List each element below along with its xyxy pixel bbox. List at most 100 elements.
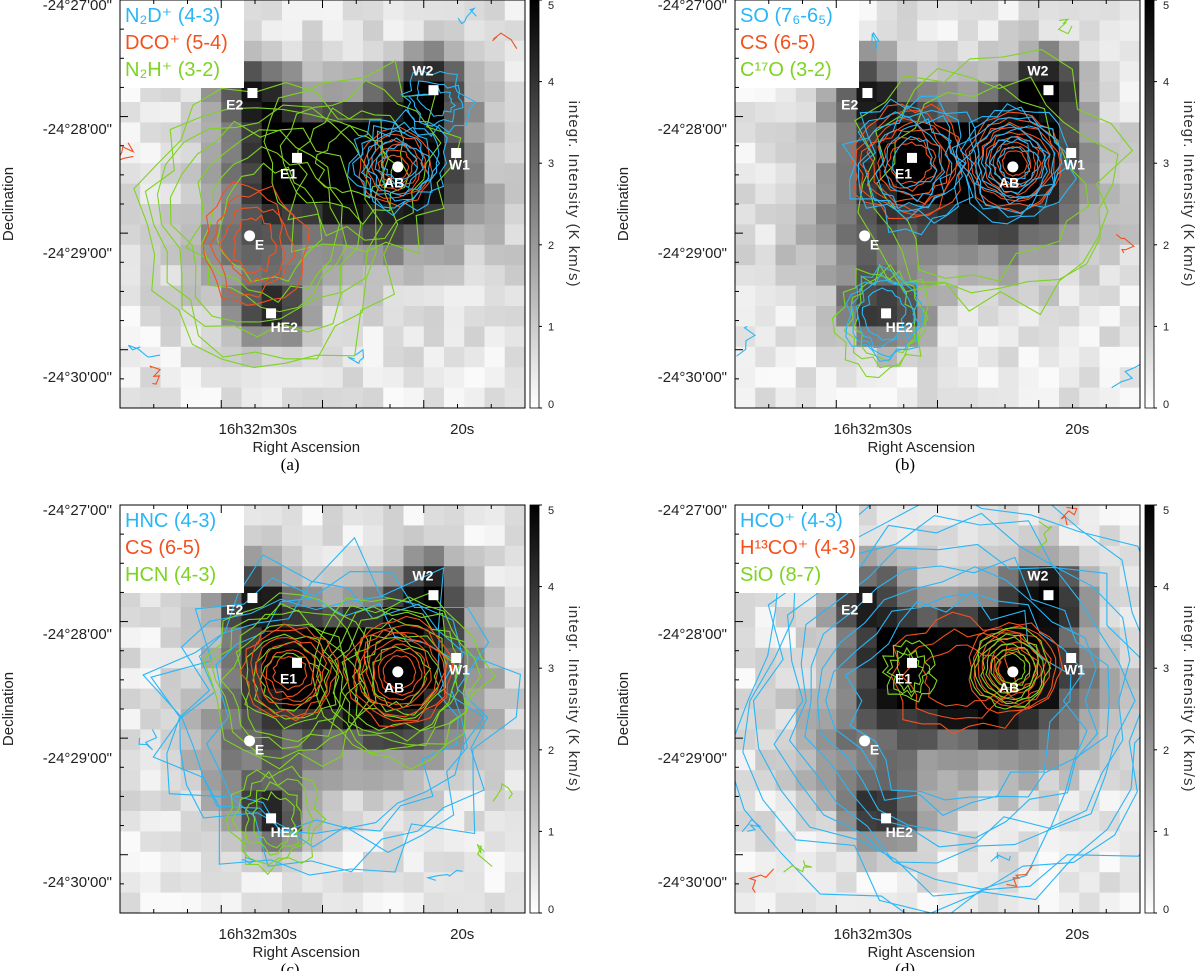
map-pixel <box>444 811 465 832</box>
map-pixel <box>1099 770 1121 792</box>
map-pixel <box>957 367 979 389</box>
map-pixel <box>241 367 263 389</box>
map-pixel <box>444 61 465 83</box>
map-pixel <box>1059 607 1080 628</box>
map-pixel <box>201 709 222 730</box>
contour-fragment <box>1006 865 1033 888</box>
source-marker <box>428 590 439 601</box>
map-pixel <box>755 647 776 669</box>
map-pixel <box>735 265 756 287</box>
map-pixel <box>775 142 797 164</box>
map-pixel <box>180 326 202 348</box>
colorbar-tick-label: 4 <box>548 77 554 89</box>
map-pixel <box>160 647 182 669</box>
x-axis-label: Right Ascension <box>868 439 976 456</box>
map-pixel <box>140 122 161 144</box>
map-pixel <box>322 545 344 567</box>
map-pixel <box>241 872 263 894</box>
map-pixel <box>1119 566 1140 588</box>
map-pixel <box>322 163 344 185</box>
colorbar-tick-label: 3 <box>1163 158 1169 170</box>
map-pixel <box>322 688 344 710</box>
map-pixel <box>363 367 384 389</box>
source-label: E1 <box>895 165 912 181</box>
map-pixel <box>897 709 918 730</box>
map-pixel <box>917 811 938 832</box>
map-pixel <box>1119 545 1140 567</box>
map-pixel <box>120 668 141 690</box>
source-label: W1 <box>449 662 470 678</box>
map-pixel <box>383 851 404 873</box>
map-pixel <box>998 566 1019 588</box>
map-pixel <box>423 387 445 408</box>
source-label: E2 <box>226 96 243 112</box>
map-pixel <box>755 346 776 368</box>
map-pixel <box>957 525 979 547</box>
contour-line <box>363 133 430 199</box>
map-pixel <box>221 142 242 164</box>
map-pixel <box>160 387 182 408</box>
map-pixel <box>241 545 263 567</box>
map-pixel <box>836 872 857 894</box>
map-pixel <box>423 102 445 123</box>
dec-tick-label: -24°27'00" <box>658 502 727 519</box>
map-pixel <box>423 367 445 389</box>
map-pixel <box>261 545 283 567</box>
map-pixel <box>342 265 364 287</box>
map-pixel <box>180 811 202 832</box>
source-label: W2 <box>412 62 433 78</box>
map-pixel <box>140 183 161 205</box>
contour-line <box>841 95 976 236</box>
map-pixel <box>120 709 141 730</box>
map-pixel <box>1038 770 1060 792</box>
contour-line <box>995 652 1026 684</box>
map-pixel <box>876 729 898 751</box>
map-pixel <box>282 566 303 588</box>
legend-background <box>120 505 244 593</box>
map-pixel <box>917 346 938 368</box>
map-pixel <box>876 40 898 62</box>
map-pixel <box>1119 790 1140 812</box>
map-pixel <box>1119 892 1140 913</box>
map-pixel <box>282 525 303 547</box>
map-pixel <box>383 0 404 21</box>
map-pixel <box>423 729 445 751</box>
map-pixel <box>221 387 242 408</box>
map-pixel <box>1038 285 1060 307</box>
map-pixel <box>140 607 161 628</box>
contour-line <box>377 149 413 186</box>
map-pixel <box>180 831 202 853</box>
map-pixel <box>504 122 525 144</box>
map-pixel <box>1079 285 1100 307</box>
map-pixel <box>937 224 959 246</box>
map-pixel <box>120 729 141 751</box>
map-pixel <box>140 265 161 287</box>
map-pixel <box>1018 326 1040 348</box>
map-pixel <box>180 265 202 287</box>
map-pixel <box>1119 224 1140 246</box>
map-pixel <box>504 709 525 730</box>
map-pixel <box>363 346 384 368</box>
map-pixel <box>444 20 465 42</box>
map-pixel <box>1099 204 1121 225</box>
ticks <box>735 505 1107 913</box>
map-pixel <box>241 285 263 307</box>
contour-line <box>255 636 328 706</box>
map-pixel <box>917 224 938 246</box>
map-pixel <box>261 525 283 547</box>
map-pixel <box>403 770 425 792</box>
map-pixel <box>755 142 776 164</box>
map-pixel <box>282 545 303 567</box>
map-pixel <box>1099 102 1121 123</box>
map-pixel <box>302 285 323 307</box>
contour-line <box>216 162 323 283</box>
map-pixel <box>464 688 485 710</box>
map-pixel <box>957 545 979 567</box>
colorbar-tick-label: 1 <box>548 321 554 333</box>
map-pixel <box>957 607 979 628</box>
map-pixel <box>363 61 384 83</box>
source-label: E <box>870 742 879 758</box>
map-pixel <box>120 183 141 205</box>
map-pixel <box>423 142 445 164</box>
map-pixel <box>403 20 425 42</box>
